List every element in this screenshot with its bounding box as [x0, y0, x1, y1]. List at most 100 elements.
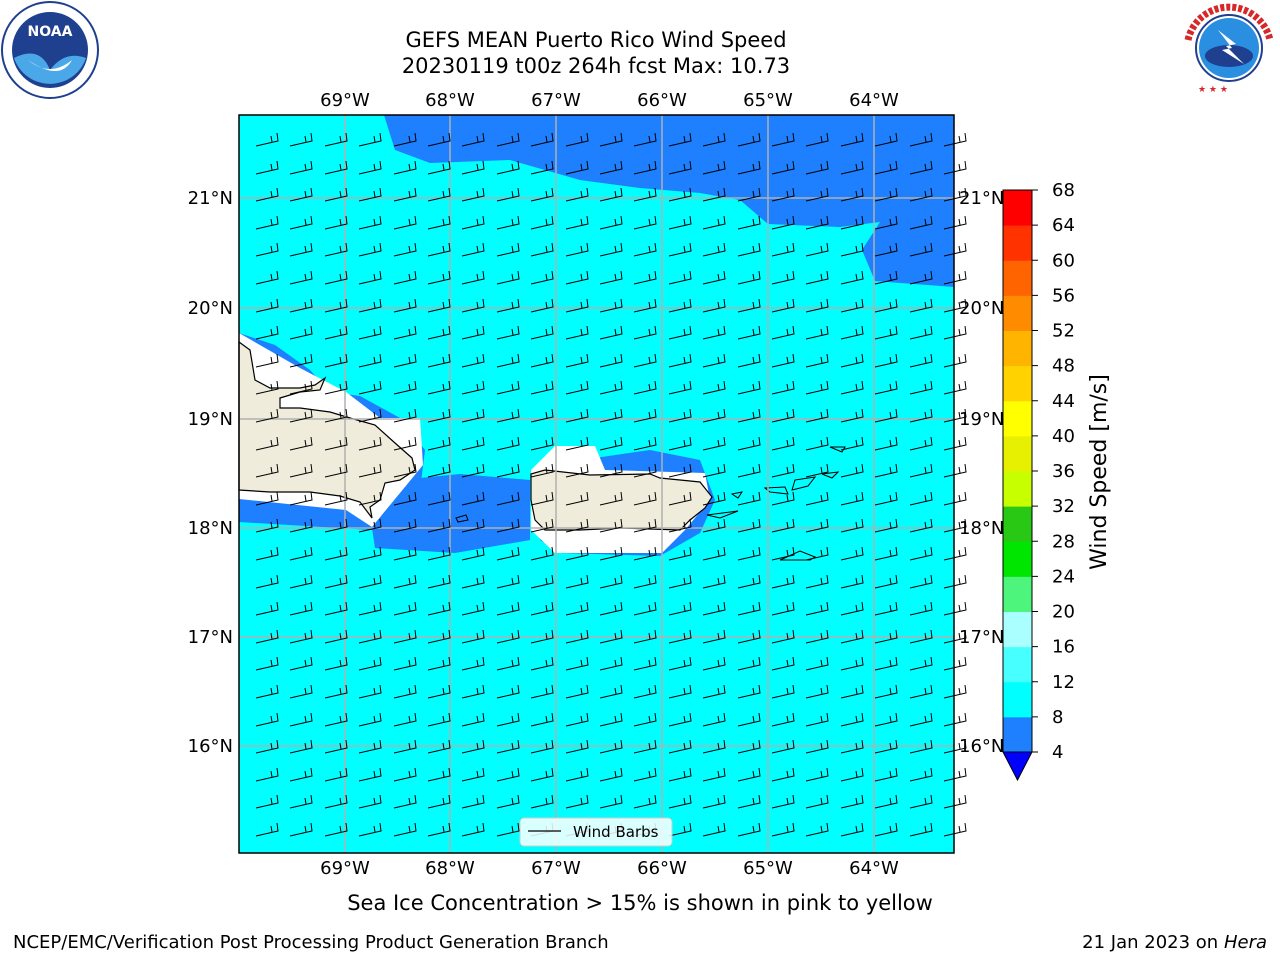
wind-barb [255, 463, 279, 478]
wind-barb [530, 132, 554, 147]
wind-barb [530, 242, 554, 257]
colorbar-segment [1003, 611, 1032, 648]
wind-barb [737, 270, 761, 285]
map-panel [238, 114, 967, 854]
wind-barb [324, 132, 348, 147]
wind-barb [289, 684, 313, 699]
wind-barb [874, 270, 898, 285]
wind-barb [599, 187, 623, 202]
wind-barb [565, 132, 589, 147]
wind-barb [909, 242, 933, 257]
wind-barb [909, 546, 933, 561]
wind-barb [943, 298, 967, 313]
wind-barb [393, 656, 417, 671]
wind-barb [358, 739, 382, 754]
wind-barb [427, 132, 451, 147]
wind-barb [324, 353, 348, 368]
wind-barb [943, 353, 967, 368]
wind-barb [737, 242, 761, 257]
wind-barb [909, 739, 933, 754]
lat-label-left: 16°N [188, 736, 233, 757]
wind-barb [840, 684, 864, 699]
wind-barb [943, 574, 967, 589]
wind-barb [737, 767, 761, 782]
wind-barb [943, 491, 967, 506]
wind-barb [943, 160, 967, 175]
wind-barb [909, 270, 933, 285]
wind-barb [324, 270, 348, 285]
wind-barb [599, 160, 623, 175]
wind-barb [427, 242, 451, 257]
wind-barb [737, 215, 761, 230]
wind-barb [461, 656, 485, 671]
wind-barb [702, 353, 726, 368]
wind-barb [909, 491, 933, 506]
wind-barb [496, 822, 520, 837]
wind-barb [496, 353, 520, 368]
wind-barb [530, 187, 554, 202]
wind-barb [461, 408, 485, 423]
wind-barb [702, 408, 726, 423]
wind-barb [633, 739, 657, 754]
colorbar-tick-label: 32 [1052, 496, 1075, 517]
wind-barb [599, 574, 623, 589]
wind-barb [805, 353, 829, 368]
lat-label-left: 21°N [188, 188, 233, 209]
lon-label-bottom: 66°W [637, 858, 687, 879]
wind-barb [874, 822, 898, 837]
wind-barb [668, 656, 692, 671]
wind-barb [633, 380, 657, 395]
wind-barb [771, 518, 795, 533]
wind-barb [805, 132, 829, 147]
wind-barb [599, 518, 623, 533]
wind-barb [909, 767, 933, 782]
wind-barb [668, 794, 692, 809]
wind-barb [874, 353, 898, 368]
wind-barb [805, 160, 829, 175]
wind-barb [461, 546, 485, 561]
wind-barb [633, 436, 657, 451]
wind-barb [255, 491, 279, 506]
wind-barb [496, 656, 520, 671]
wind-barb [530, 408, 554, 423]
legend-label: Wind Barbs [573, 823, 659, 841]
wind-barb [565, 325, 589, 340]
wind-barb [255, 160, 279, 175]
wind-barb [496, 270, 520, 285]
wind-barb [943, 712, 967, 727]
wind-barb [874, 408, 898, 423]
wind-barb [668, 601, 692, 616]
wind-barb [874, 518, 898, 533]
wind-barb [702, 656, 726, 671]
wind-barb [358, 656, 382, 671]
wind-barb [358, 242, 382, 257]
wind-barb [633, 242, 657, 257]
wind-barb [324, 794, 348, 809]
wind-barb [771, 242, 795, 257]
wind-barb [771, 325, 795, 340]
wind-barb [358, 463, 382, 478]
wind-barb [668, 767, 692, 782]
wind-barb [393, 463, 417, 478]
wind-barb [943, 822, 967, 837]
wind-barb [461, 767, 485, 782]
wind-barb [427, 601, 451, 616]
wind-barb [909, 187, 933, 202]
colorbar-tick-label: 28 [1052, 531, 1075, 552]
wind-barb [771, 463, 795, 478]
wind-barb [358, 270, 382, 285]
noaa-logo: NOAA [1, 1, 99, 99]
wind-barbs-legend: Wind Barbs [519, 817, 673, 847]
wind-barb [461, 463, 485, 478]
wind-barb [496, 629, 520, 644]
wind-barb [702, 242, 726, 257]
wind-barb [496, 601, 520, 616]
wind-barb [702, 712, 726, 727]
wind-barb [737, 794, 761, 809]
colorbar-segment [1003, 330, 1032, 367]
wind-barb [771, 629, 795, 644]
colorbar-segment [1003, 506, 1032, 542]
wind-barb [255, 546, 279, 561]
wind-barb [702, 463, 726, 478]
wind-barb [909, 380, 933, 395]
